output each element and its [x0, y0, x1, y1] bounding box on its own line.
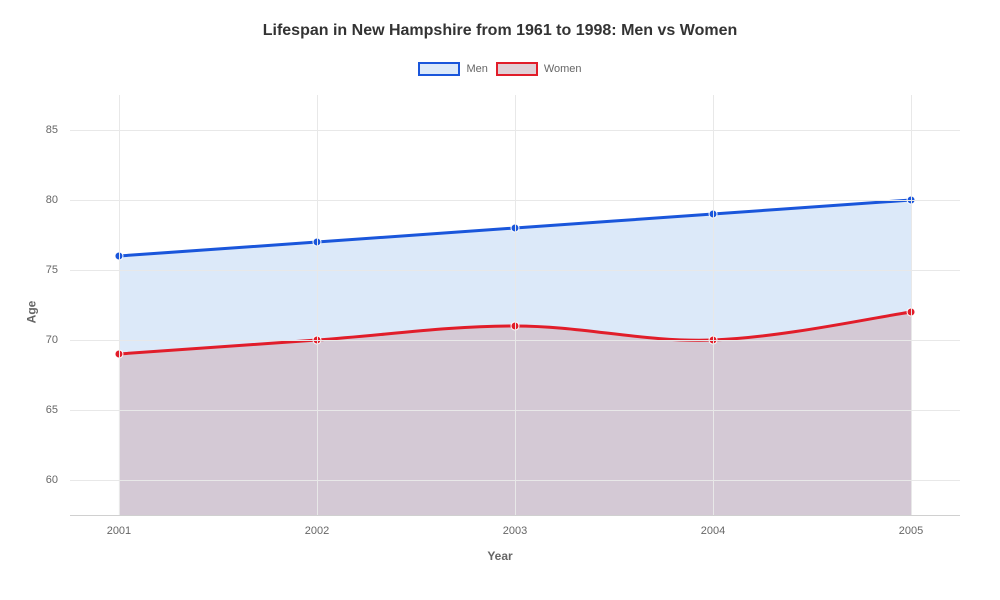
legend: Men Women: [0, 62, 1000, 76]
x-tick-label: 2003: [503, 525, 527, 537]
grid-line-v: [119, 95, 120, 515]
grid-line-v: [713, 95, 714, 515]
legend-item-men: Men: [418, 62, 487, 76]
x-tick-label: 2004: [701, 525, 725, 537]
x-axis-label: Year: [0, 549, 1000, 563]
grid-line-v: [911, 95, 912, 515]
grid-line-v: [317, 95, 318, 515]
x-tick-label: 2005: [899, 525, 923, 537]
grid-line-v: [515, 95, 516, 515]
chart-title: Lifespan in New Hampshire from 1961 to 1…: [0, 22, 1000, 40]
chart-container: Lifespan in New Hampshire from 1961 to 1…: [0, 0, 1000, 600]
plot-area: [70, 95, 960, 516]
legend-item-women: Women: [496, 62, 582, 76]
legend-label-men: Men: [466, 63, 487, 75]
legend-label-women: Women: [544, 63, 582, 75]
legend-swatch-women: [496, 62, 538, 76]
x-tick-label: 2002: [305, 525, 329, 537]
legend-swatch-men: [418, 62, 460, 76]
x-tick-label: 2001: [107, 525, 131, 537]
y-axis-label: Age: [24, 301, 38, 324]
